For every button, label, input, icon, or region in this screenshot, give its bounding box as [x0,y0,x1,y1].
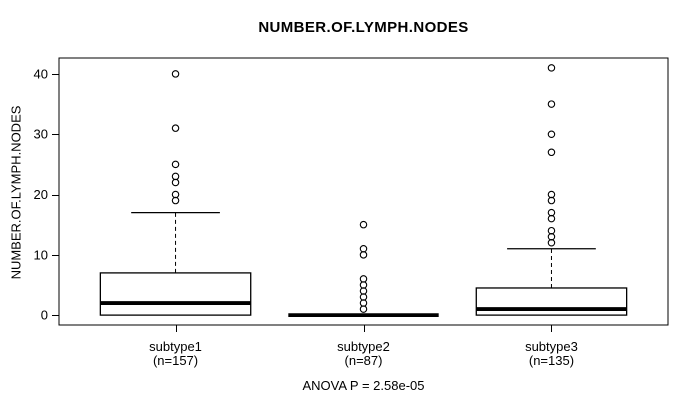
outlier-point [171,190,180,199]
y-tick-label: 20 [34,187,48,202]
outlier-point [171,196,180,205]
outlier-point [359,245,368,253]
outlier-point [359,275,368,283]
outlier-point [547,64,556,72]
outlier-point [359,281,368,289]
y-tick-label: 10 [34,247,48,262]
outlier-point [547,148,556,157]
outlier-point [547,190,556,199]
outlier-point [547,208,556,217]
outlier-point [547,196,556,205]
outlier-point [359,293,368,301]
x-tick-label: subtype2 [337,339,390,354]
outlier-point [359,287,368,295]
outlier-point [171,124,180,132]
y-tick-label: 0 [41,308,48,323]
x-tick-label: subtype3 [525,339,578,354]
y-tick-label: 30 [34,127,48,142]
x-tick-sublabel: (n=87) [345,353,383,368]
outlier-point [547,226,556,235]
x-tick-sublabel: (n=157) [153,353,198,368]
chart-title: NUMBER.OF.LYMPH.NODES [258,19,469,36]
outlier-point [547,232,556,241]
outlier-point [547,100,556,108]
anova-annotation: ANOVA P = 2.58e-05 [302,378,425,393]
plot-frame [58,57,669,326]
outlier-point [547,130,556,138]
outlier-point [171,178,180,187]
outlier-point [171,160,180,169]
outlier-point [171,70,180,78]
outlier-point [171,172,180,181]
x-tick-sublabel: (n=135) [529,353,574,368]
outlier-point [359,299,368,307]
outlier-point [359,220,368,229]
iqr-box [475,287,628,316]
y-tick-label: 40 [34,66,48,81]
outlier-point [359,251,368,259]
outlier-point [547,239,556,247]
x-tick-label: subtype1 [149,339,202,354]
outlier-point [359,305,368,313]
outlier-point [547,214,556,223]
iqr-box [99,272,252,316]
